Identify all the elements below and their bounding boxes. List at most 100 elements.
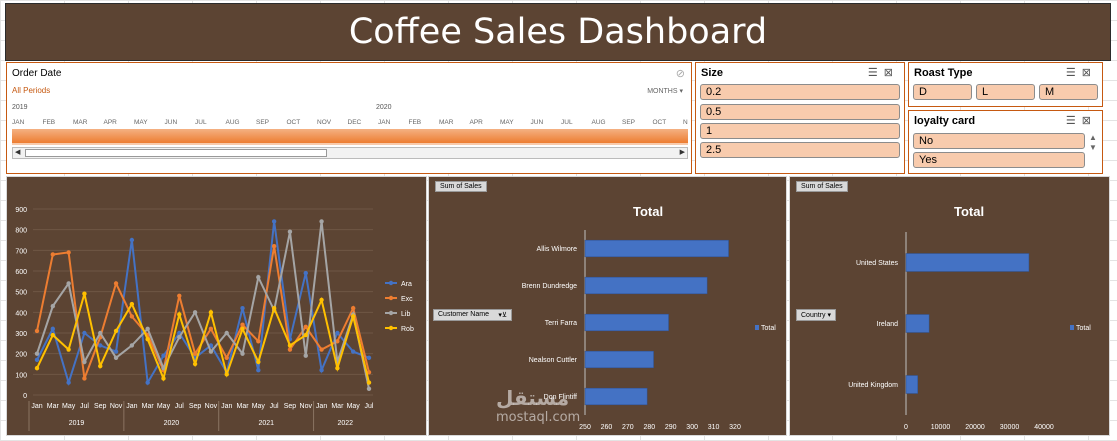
country-chart-title: Total	[954, 204, 985, 219]
legend-marker	[388, 310, 394, 316]
size-chip[interactable]: 2.5	[700, 142, 900, 158]
scroll-up-icon[interactable]: ▲	[1089, 133, 1097, 142]
series-line-ara	[36, 221, 370, 387]
clear-filter-icon[interactable]: ⊠	[883, 67, 899, 79]
scroll-down-icon[interactable]: ▼	[1089, 143, 1097, 152]
roast-chip[interactable]: L	[976, 84, 1035, 100]
filter-dropdown-icon[interactable]: ▾	[827, 312, 831, 319]
timeline-scroll-thumb[interactable]	[25, 149, 327, 157]
x-tick-label: 20000	[965, 424, 985, 431]
category-label: United Kingdom	[848, 382, 898, 389]
filter-dropdown-icon[interactable]: ▾⊻	[498, 312, 507, 319]
y-tick-label: 900	[15, 207, 27, 214]
country-filter[interactable]: Country ▾	[796, 309, 836, 321]
multi-select-icon[interactable]: ☰	[1065, 115, 1082, 127]
data-point	[161, 376, 166, 381]
timeline-scrollbar[interactable]: ◀ ▶	[12, 147, 688, 159]
roast-chip[interactable]: M	[1039, 84, 1098, 100]
y-tick-label: 0	[23, 393, 27, 400]
pivot-field-button[interactable]: Sum of Sales	[796, 181, 848, 192]
data-point	[287, 229, 293, 234]
legend-swatch	[1070, 325, 1074, 330]
x-tick-label: Mar	[142, 403, 155, 410]
x-tick-label: 0	[904, 424, 908, 431]
data-point	[66, 281, 71, 286]
size-chip[interactable]: 1	[700, 123, 900, 139]
country-filter-label: Country	[801, 312, 826, 319]
roast-type-slicer[interactable]: Roast Type ☰⊠ D L M	[908, 62, 1103, 107]
x-tick-label: 270	[622, 424, 634, 431]
timeline-month-label: MAR	[73, 119, 88, 126]
timeline-month-label: AUG	[591, 119, 606, 126]
customer-name-filter[interactable]: Customer Name ▾⊻	[433, 309, 512, 321]
y-tick-label: 300	[15, 331, 27, 338]
roast-chip[interactable]: D	[913, 84, 972, 100]
data-point	[50, 303, 56, 309]
size-slicer[interactable]: Size ☰⊠ 0.2 0.5 1 2.5	[695, 62, 905, 174]
data-point	[161, 353, 166, 358]
x-tick-label: Jul	[80, 403, 89, 410]
data-point	[98, 343, 103, 348]
x-tick-label: 40000	[1034, 424, 1054, 431]
slicer-icons[interactable]: ☰⊠	[1066, 66, 1097, 79]
multi-select-icon[interactable]: ☰	[867, 67, 884, 79]
timeline-level-label: MONTHS	[647, 88, 678, 95]
data-point	[50, 332, 56, 338]
timeline-level-dropdown[interactable]: MONTHS ▾	[647, 87, 683, 95]
data-point	[82, 359, 87, 365]
size-chip[interactable]: 0.5	[700, 104, 900, 120]
category-label: Don Flintiff	[544, 394, 577, 401]
clear-filter-icon[interactable]: ⊠	[1081, 115, 1097, 127]
timeline-month-label: JAN	[12, 119, 25, 126]
scroll-left-icon[interactable]: ◀	[15, 149, 21, 156]
data-point	[335, 365, 340, 371]
slicer-scrollbar[interactable]: ▲ ▼	[1089, 133, 1097, 153]
data-point	[177, 334, 182, 340]
x-tick-label: May	[252, 403, 266, 410]
timeline-month-label: JUL	[561, 119, 573, 126]
timeline-month-label: APR	[469, 119, 483, 126]
line-chart-panel: 0 100 200 300 400 500 600 700 800 900 Jan Mar May Jul…	[6, 176, 427, 436]
legend-label: Exc	[401, 296, 413, 303]
x-tick-label: Jul	[270, 403, 279, 410]
pivot-field-button[interactable]: Sum of Sales	[435, 181, 487, 192]
clear-filter-icon[interactable]: ⊘	[675, 68, 685, 80]
data-point	[319, 347, 324, 352]
data-point	[82, 291, 87, 296]
size-chip[interactable]: 0.2	[700, 84, 900, 100]
timeline-range-bar[interactable]	[12, 129, 688, 143]
timeline-month-label: MAY	[500, 119, 514, 126]
data-point	[192, 310, 198, 315]
loyalty-chip[interactable]: No	[913, 133, 1085, 149]
y-tick-label: 100	[15, 372, 27, 379]
timeline-month-label: APR	[103, 119, 117, 126]
data-point	[271, 244, 277, 249]
x-tick-label: Jan	[31, 403, 42, 410]
data-point	[224, 330, 229, 336]
size-slicer-header: Size	[701, 67, 724, 79]
slicer-icons[interactable]: ☰⊠	[1066, 114, 1097, 127]
data-point	[350, 349, 356, 354]
watermark-logo: مستقل	[496, 386, 570, 410]
y-tick-label: 800	[15, 228, 27, 235]
timeline-year-label: 2020	[376, 104, 392, 111]
slicer-icons[interactable]: ☰⊠	[868, 66, 899, 79]
loyalty-chip[interactable]: Yes	[913, 152, 1085, 168]
timeline-month-label: FEB	[42, 119, 56, 126]
timeline-month-label: AUG	[225, 119, 240, 126]
x-tick-label: Nov	[300, 403, 313, 410]
data-point	[34, 351, 40, 356]
clear-filter-icon[interactable]: ⊠	[1081, 67, 1097, 79]
watermark: مستقل mostaql.com	[496, 386, 580, 425]
multi-select-icon[interactable]: ☰	[1065, 67, 1082, 79]
chevron-down-icon: ▾	[679, 88, 683, 95]
scroll-right-icon[interactable]: ▶	[679, 149, 685, 156]
order-date-timeline[interactable]: Order Date ⊘ All Periods MONTHS ▾ 2019 2…	[6, 62, 692, 174]
x-tick-label: May	[347, 403, 361, 410]
data-point	[66, 250, 71, 255]
data-point	[113, 349, 119, 354]
x-tick-label: 320	[729, 424, 741, 431]
customer-bar-chart: Allis Wilmore Brenn Dundredge Terri Farra N…	[522, 230, 776, 431]
data-point	[177, 312, 182, 317]
loyalty-card-slicer[interactable]: loyalty card ☰⊠ No Yes ▲ ▼	[908, 110, 1103, 174]
